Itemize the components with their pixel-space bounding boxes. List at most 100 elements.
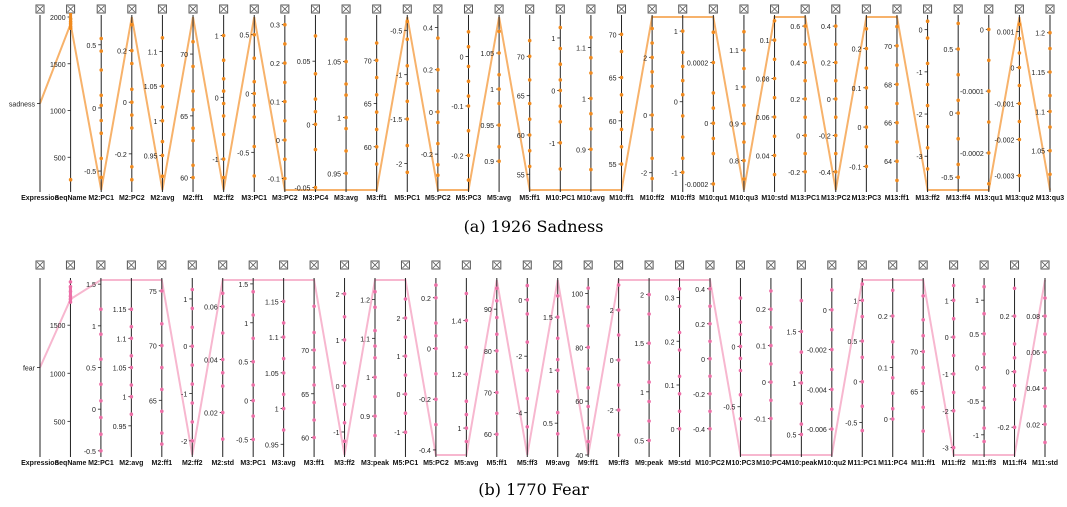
data-point [956, 162, 960, 167]
tick-label: 0.001 [997, 29, 1015, 36]
tick-label: 2 [643, 55, 647, 62]
tick-label: 1 [275, 407, 279, 414]
data-point [982, 332, 986, 336]
tick-label: 1.1 [360, 336, 370, 343]
data-point [99, 332, 103, 336]
data-point [799, 432, 804, 437]
data-point [619, 127, 624, 132]
data-point [221, 77, 226, 81]
data-point [344, 126, 348, 131]
tick-label: -0.2 [421, 152, 433, 159]
data-point [160, 289, 164, 293]
data-point [313, 97, 318, 101]
axis-toggle-cross-icon [281, 5, 289, 13]
tick-label: 2000 [50, 15, 66, 22]
axis-m11-ff1: 70 65 M11:ff1 [910, 260, 935, 467]
data-point [99, 415, 103, 420]
data-point [921, 333, 925, 338]
tick-label: 500 [54, 155, 66, 162]
data-point [742, 158, 746, 163]
data-point [799, 401, 804, 406]
data-point [403, 411, 408, 415]
data-point [647, 419, 651, 423]
data-point [680, 135, 685, 139]
data-point [803, 60, 807, 65]
tick-label: 0 [245, 91, 249, 98]
tick-label: 1.2 [1035, 31, 1045, 38]
tick-label: 0.2 [1000, 314, 1010, 321]
data-point [860, 379, 865, 384]
data-point [708, 339, 712, 344]
data-point [129, 394, 134, 399]
data-point [466, 153, 471, 158]
data-point [1048, 148, 1052, 153]
data-point [190, 306, 195, 311]
axis-m2-avg: 1.15 1.1 1.05 1 0.95 M2:avg [113, 260, 143, 467]
data-point [921, 429, 925, 433]
data-point [921, 318, 925, 322]
data-point [769, 325, 773, 330]
tick-label: 0.1 [878, 366, 888, 373]
data-point [436, 162, 440, 167]
tick-label: 1.1 [576, 46, 586, 53]
data-point [555, 294, 560, 298]
tick-label: 0.08 [1026, 314, 1040, 321]
data-point [191, 107, 195, 112]
axis-toggle-cross-icon [648, 5, 656, 13]
axis-toggle-cross-icon [188, 261, 196, 269]
tick-label: 1 [336, 338, 340, 345]
tick-label: 40 [575, 453, 583, 460]
data-point [342, 292, 347, 296]
data-point [860, 404, 865, 408]
data-point [130, 87, 134, 92]
tick-label: 0.02 [204, 411, 218, 418]
data-point [344, 82, 348, 86]
tick-label: 1.05 [480, 51, 494, 58]
data-point [772, 76, 777, 81]
axis-toggle-cross-icon [280, 261, 287, 269]
tick-label: -0.2 [997, 425, 1009, 432]
data-point [281, 428, 286, 432]
axis-toggle-cross-icon [1011, 261, 1018, 269]
data-point [895, 159, 899, 163]
data-point [313, 72, 318, 76]
data-point [555, 368, 560, 372]
data-point [342, 402, 347, 407]
axis-label: M13:ff2 [915, 195, 940, 202]
axis-m13-qu3: 1.2 1.15 1.1 1.05 M13:qu3 [1031, 4, 1064, 202]
tick-label: 60 [301, 436, 309, 443]
data-point [191, 126, 195, 130]
data-point [921, 349, 925, 354]
data-point [403, 335, 408, 339]
data-point [925, 61, 930, 66]
data-point [1012, 314, 1017, 318]
tick-label: 60 [517, 133, 525, 140]
data-point [986, 27, 991, 32]
tick-label: 0.95 [265, 442, 279, 449]
data-point [860, 339, 865, 343]
tick-label: 0.2 [270, 61, 280, 68]
data-point [769, 380, 773, 384]
data-point [1012, 397, 1017, 402]
tick-label: 1.05 [265, 371, 279, 378]
data-point [527, 101, 532, 106]
axis-toggle-cross-icon [832, 5, 840, 13]
tick-label: 1 [551, 36, 555, 43]
data-point [312, 418, 316, 422]
data-point [283, 176, 287, 181]
tick-label: 60 [180, 176, 188, 183]
axis-m9-avg: 1.5 1 0.5 M9:avg [543, 260, 570, 467]
data-point [344, 59, 348, 64]
data-point [677, 348, 682, 352]
data-point [160, 119, 165, 123]
data-point [830, 308, 834, 312]
axis-m11-pc4: 0.2 0.1 0 M11:PC4 [878, 260, 907, 467]
data-point [925, 82, 930, 87]
data-point [434, 321, 438, 325]
data-point [1043, 440, 1047, 445]
data-point [160, 153, 165, 158]
data-point [221, 132, 226, 137]
data-point [312, 383, 316, 387]
tick-label: 1.1 [117, 336, 127, 343]
data-point [742, 140, 746, 144]
